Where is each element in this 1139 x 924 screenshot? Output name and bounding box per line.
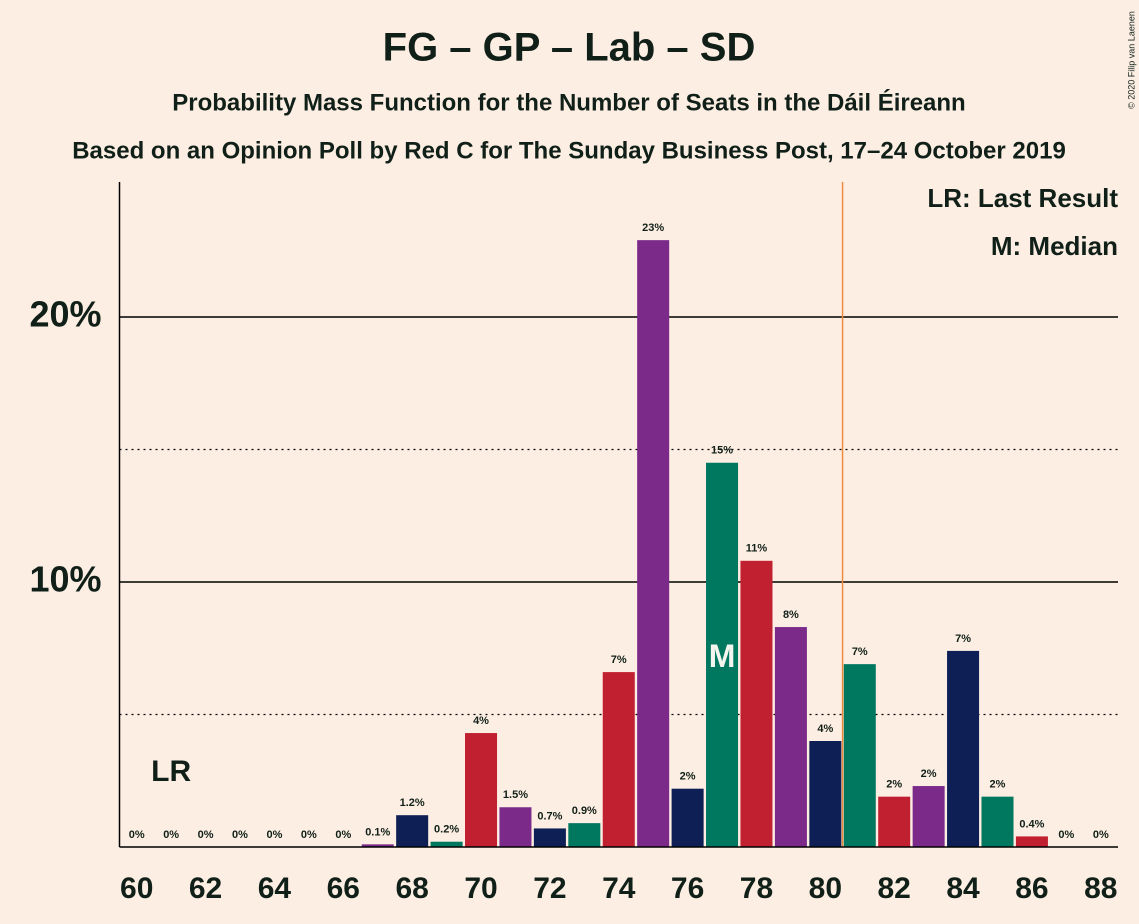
x-tick-label: 88 bbox=[1084, 872, 1117, 905]
value-label: 0% bbox=[266, 829, 282, 841]
bar bbox=[533, 828, 566, 847]
bar bbox=[1015, 836, 1048, 847]
value-label: 2% bbox=[680, 771, 696, 783]
value-label: 4% bbox=[817, 723, 833, 735]
x-tick-label: 86 bbox=[1015, 872, 1048, 905]
value-label: 0% bbox=[129, 829, 145, 841]
value-label: 0% bbox=[301, 829, 317, 841]
value-label: 2% bbox=[990, 779, 1006, 791]
bar bbox=[878, 796, 911, 847]
bar bbox=[637, 240, 670, 847]
value-label: 8% bbox=[783, 609, 799, 621]
value-label: 15% bbox=[711, 445, 733, 457]
value-label: 0% bbox=[198, 829, 214, 841]
x-tick-label: 62 bbox=[189, 872, 222, 905]
x-tick-label: 60 bbox=[120, 872, 153, 905]
x-tick-label: 68 bbox=[395, 872, 428, 905]
value-label: 4% bbox=[473, 715, 489, 727]
bar bbox=[671, 788, 704, 847]
value-label: 0% bbox=[1093, 829, 1109, 841]
value-label: 0% bbox=[232, 829, 248, 841]
bar bbox=[396, 815, 429, 847]
bar bbox=[499, 807, 532, 847]
bar bbox=[809, 741, 842, 847]
value-label: 2% bbox=[921, 768, 937, 780]
chart-subtitle: Probability Mass Function for the Number… bbox=[172, 88, 965, 116]
bar bbox=[706, 462, 739, 847]
bar bbox=[981, 796, 1014, 847]
x-tick-label: 82 bbox=[878, 872, 911, 905]
legend-entry: M: Median bbox=[991, 231, 1118, 261]
y-tick-label: 10% bbox=[29, 559, 101, 600]
bar bbox=[602, 672, 635, 847]
bar bbox=[568, 823, 601, 847]
x-tick-label: 72 bbox=[533, 872, 566, 905]
value-label: 0% bbox=[163, 829, 179, 841]
bar bbox=[740, 560, 773, 847]
x-tick-label: 66 bbox=[327, 872, 360, 905]
value-label: 0.7% bbox=[537, 810, 562, 822]
bar bbox=[465, 733, 498, 847]
x-tick-label: 64 bbox=[258, 872, 292, 905]
bar bbox=[912, 786, 945, 847]
median-label: M bbox=[709, 638, 736, 674]
value-label: 23% bbox=[642, 222, 664, 234]
x-tick-label: 76 bbox=[671, 872, 704, 905]
bar bbox=[843, 664, 876, 847]
value-label: 0.1% bbox=[365, 826, 390, 838]
bar bbox=[361, 844, 394, 847]
value-label: 0% bbox=[335, 829, 351, 841]
value-label: 2% bbox=[886, 779, 902, 791]
value-label: 0.2% bbox=[434, 824, 459, 836]
x-tick-label: 78 bbox=[740, 872, 773, 905]
value-label: 1.2% bbox=[400, 797, 425, 809]
chart-source: Based on an Opinion Poll by Red C for Th… bbox=[72, 137, 1066, 164]
value-label: 0% bbox=[1058, 829, 1074, 841]
y-tick-label: 20% bbox=[29, 294, 101, 335]
last-result-label: LR bbox=[151, 755, 191, 788]
value-label: 0.9% bbox=[572, 805, 597, 817]
x-tick-label: 70 bbox=[464, 872, 497, 905]
value-label: 11% bbox=[746, 543, 768, 555]
value-label: 7% bbox=[852, 646, 868, 658]
x-tick-label: 74 bbox=[602, 872, 636, 905]
x-tick-label: 84 bbox=[946, 872, 980, 905]
value-label: 1.5% bbox=[503, 789, 528, 801]
value-label: 7% bbox=[611, 654, 627, 666]
chart-title: FG – GP – Lab – SD bbox=[383, 26, 756, 70]
value-label: 7% bbox=[955, 633, 971, 645]
bar bbox=[947, 650, 980, 847]
x-tick-label: 80 bbox=[809, 872, 842, 905]
bar bbox=[774, 627, 807, 847]
legend-entry: LR: Last Result bbox=[927, 183, 1118, 213]
value-label: 0.4% bbox=[1019, 818, 1044, 830]
bar bbox=[430, 841, 463, 847]
copyright: © 2020 Filip van Laenen bbox=[1126, 11, 1136, 109]
